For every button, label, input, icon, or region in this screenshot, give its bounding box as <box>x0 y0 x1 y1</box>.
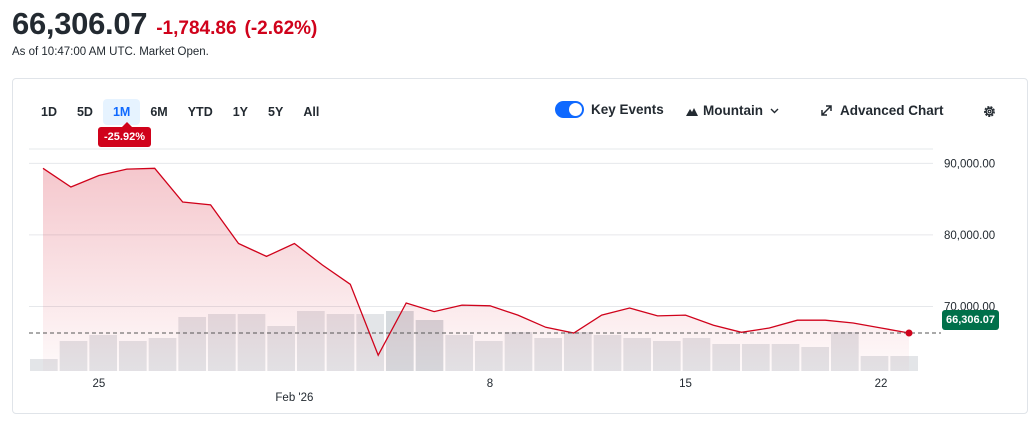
price-change-percent: (-2.62%) <box>244 18 318 39</box>
chart-card: 90,000.00 80,000.00 70,000.00 25 Feb '26 8 15 2… <box>12 78 1028 414</box>
price-area <box>43 168 909 371</box>
x-tick-label: 8 <box>487 378 493 390</box>
range-1y[interactable]: 1Y <box>232 105 249 119</box>
price-change: -1,784.86 <box>156 18 237 39</box>
x-tick-label: 25 <box>92 378 105 390</box>
chart-type-dropdown[interactable]: Mountain <box>686 103 779 118</box>
current-price: 66,306.07 <box>12 6 148 41</box>
range-ytd[interactable]: YTD <box>187 105 213 119</box>
x-tick-label: 15 <box>679 378 692 390</box>
last-price-dot <box>905 329 913 337</box>
mountain-icon <box>686 107 698 116</box>
range-5y[interactable]: 5Y <box>268 105 284 119</box>
range-all[interactable]: All <box>303 105 320 119</box>
price-line <box>42 167 910 357</box>
x-tick-label: Feb '26 <box>275 392 313 404</box>
quote-header: 66,306.07 -1,784.86 (-2.62%) <box>12 6 317 42</box>
expand-icon <box>821 105 832 116</box>
gear-icon[interactable] <box>982 104 997 119</box>
last-price-label: 66,306.07 <box>942 310 999 330</box>
range-1d[interactable]: 1D <box>41 105 57 119</box>
range-selector: 1D 5D 1M 6M YTD 1Y 5Y All <box>31 99 329 125</box>
y-tick-label: 80,000.00 <box>944 230 995 242</box>
key-events-control[interactable]: Key Events <box>555 101 664 118</box>
chart-type-label: Mountain <box>703 103 763 118</box>
range-1m[interactable]: 1M <box>102 99 141 125</box>
range-6m[interactable]: 6M <box>150 105 168 119</box>
advanced-chart-label: Advanced Chart <box>840 103 944 118</box>
toggle-knob <box>569 103 582 116</box>
advanced-chart-button[interactable]: Advanced Chart <box>821 103 944 118</box>
key-events-label: Key Events <box>591 102 664 117</box>
x-tick-label: 22 <box>875 378 888 390</box>
y-tick-label: 90,000.00 <box>944 158 995 170</box>
period-change-badge: -25.92% <box>98 122 151 147</box>
chevron-down-icon <box>770 108 779 113</box>
as-of-timestamp: As of 10:47:00 AM UTC. Market Open. <box>12 46 209 58</box>
range-5d[interactable]: 5D <box>76 105 93 119</box>
key-events-toggle[interactable] <box>555 101 584 118</box>
